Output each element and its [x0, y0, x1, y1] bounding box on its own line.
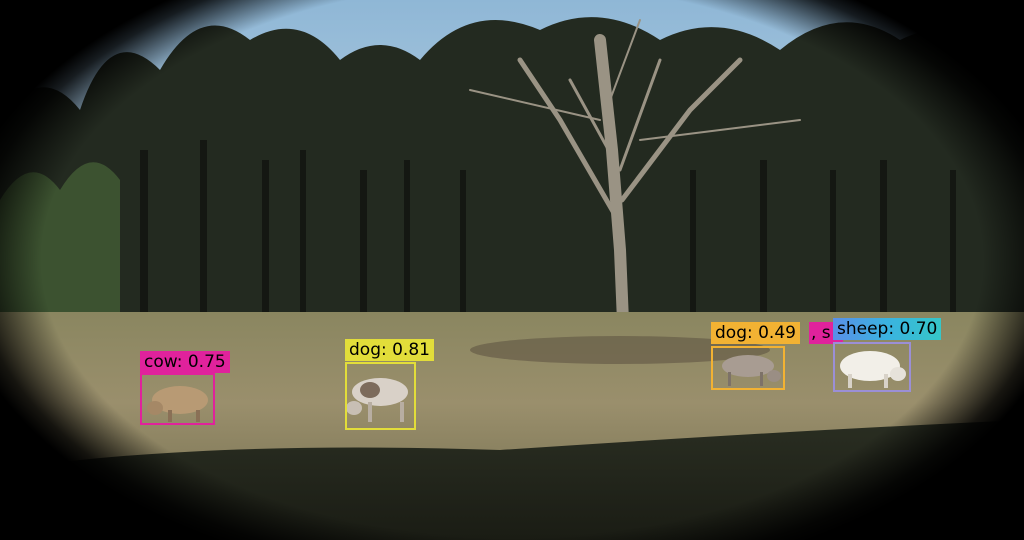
detection-box-cow: [140, 373, 215, 425]
detection-label-dog-right: dog: 0.49: [711, 322, 800, 344]
detection-box-dog: [345, 362, 416, 430]
detection-label-sheep: sheep: 0.70: [833, 318, 942, 340]
detection-label-cow: cow: 0.75: [140, 351, 230, 373]
detection-box-dog-right: [711, 346, 785, 390]
detection-label-dog: dog: 0.81: [345, 339, 434, 361]
detection-box-sheep: [833, 342, 911, 392]
